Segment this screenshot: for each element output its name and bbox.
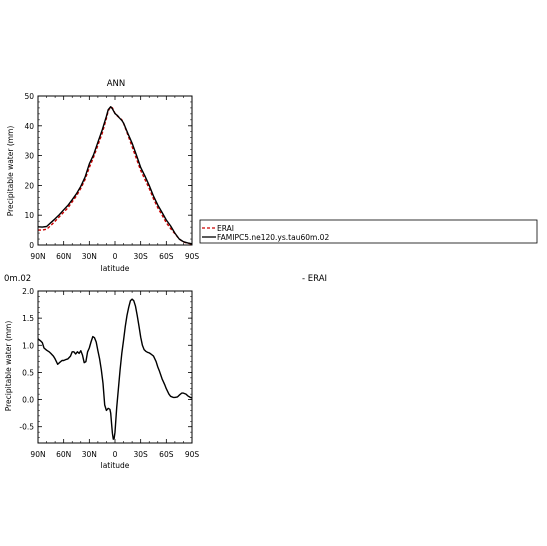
x-tick-label: 90S <box>185 252 200 261</box>
y-axis-label: Precipitable water (mm) <box>6 126 15 217</box>
x-tick-label: 90S <box>185 450 200 459</box>
y-tick-label: 10 <box>24 211 34 220</box>
y-tick-label: 20 <box>24 181 34 190</box>
x-tick-label: 30S <box>134 450 149 459</box>
y-tick-label: 30 <box>24 152 34 161</box>
x-tick-label: 90N <box>30 252 45 261</box>
y-tick-label: 0.0 <box>22 396 34 405</box>
difference-panel: 0m.02 - ERAI 90N 60N 30N 0 30S 60S 90S 2.0 1.5 1.… <box>4 274 327 470</box>
axes-ticks: 90N 60N 30N 0 30S 60S 90S 2.0 1.5 1.0 0.5 0.0 -0.5 <box>19 287 199 459</box>
y-tick-label: 1.5 <box>22 314 34 323</box>
x-tick-label: 60S <box>159 450 174 459</box>
axes-ticks: 90N 60N 30N 0 30S 60S 90S 0 10 20 30 40 50 <box>24 92 199 261</box>
legend: ERAI FAMIPC5.ne120.ys.tau60m.02 <box>199 219 538 244</box>
y-tick-label: 0 <box>29 241 34 250</box>
y-tick-label: -0.5 <box>19 423 34 432</box>
y-tick-label: 50 <box>24 92 34 101</box>
line-series-group <box>37 298 193 440</box>
panel-title-fragment: 0m.02 <box>4 274 31 284</box>
line-series-group <box>37 105 193 245</box>
x-tick-label: 60S <box>159 252 174 261</box>
x-tick-label: 60N <box>56 252 71 261</box>
legend-label-erai: ERAI <box>217 224 234 233</box>
x-tick-label: 0 <box>113 450 118 459</box>
model-series-line <box>37 105 193 245</box>
x-tick-label: 30N <box>82 450 97 459</box>
x-tick-label: 60N <box>56 450 71 459</box>
legend-label-model: FAMIPC5.ne120.ys.tau60m.02 <box>217 233 329 242</box>
plot-frame <box>37 290 193 444</box>
x-tick-label: 0 <box>113 252 118 261</box>
y-tick-label: 1.0 <box>22 341 34 350</box>
y-tick-label: 0.5 <box>22 368 34 377</box>
x-tick-label: 30S <box>134 252 149 261</box>
y-axis-label: Precipitable water (mm) <box>4 321 13 412</box>
panel-title: ANN <box>107 79 126 89</box>
x-axis-label: latitude <box>101 461 130 470</box>
y-tick-label: 40 <box>24 122 34 131</box>
x-axis-label: latitude <box>101 264 130 273</box>
annual-mean-panel: ANN 90N 60N 30N 0 30S 60S 90S 0 10 20 30 40 50 latit… <box>6 79 199 273</box>
difference-series-line <box>37 298 193 440</box>
legend-box <box>199 219 538 244</box>
x-tick-label: 30N <box>82 252 97 261</box>
panel-title-fragment-right: - ERAI <box>302 274 327 284</box>
x-tick-label: 90N <box>30 450 45 459</box>
y-tick-label: 2.0 <box>22 287 34 296</box>
